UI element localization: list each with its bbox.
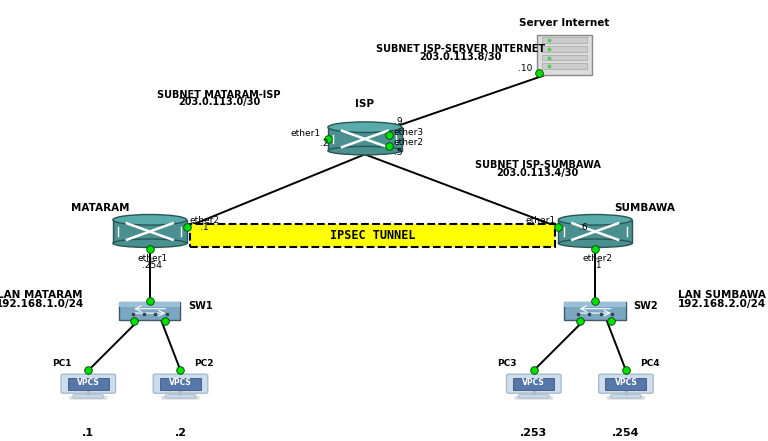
- Text: SW1: SW1: [188, 302, 213, 311]
- Text: .2: .2: [174, 428, 187, 438]
- Text: SUMBAWA: SUMBAWA: [614, 203, 676, 213]
- FancyBboxPatch shape: [605, 378, 647, 390]
- FancyBboxPatch shape: [518, 395, 549, 398]
- Ellipse shape: [113, 214, 187, 225]
- Text: ether3: ether3: [394, 128, 424, 137]
- Text: .10: .10: [518, 64, 532, 73]
- FancyBboxPatch shape: [542, 46, 587, 52]
- Text: ether1: ether1: [290, 129, 320, 138]
- Text: VPCS: VPCS: [522, 378, 545, 387]
- Text: ether1: ether1: [525, 216, 555, 225]
- FancyBboxPatch shape: [153, 374, 207, 393]
- Text: VPCS: VPCS: [77, 378, 100, 387]
- FancyBboxPatch shape: [564, 302, 626, 320]
- FancyBboxPatch shape: [165, 395, 196, 398]
- Text: ether2: ether2: [190, 216, 220, 225]
- Text: .1: .1: [200, 224, 208, 232]
- FancyBboxPatch shape: [558, 220, 632, 243]
- Text: PC2: PC2: [194, 359, 214, 368]
- FancyBboxPatch shape: [513, 378, 554, 390]
- Text: 192.168.2.0/24: 192.168.2.0/24: [678, 299, 766, 309]
- Text: 192.168.1.0/24: 192.168.1.0/24: [0, 299, 84, 309]
- FancyBboxPatch shape: [564, 302, 626, 307]
- FancyBboxPatch shape: [113, 220, 187, 243]
- Text: VPCS: VPCS: [169, 378, 192, 387]
- Ellipse shape: [113, 239, 187, 247]
- FancyBboxPatch shape: [119, 302, 180, 320]
- FancyBboxPatch shape: [507, 374, 561, 393]
- FancyBboxPatch shape: [69, 396, 108, 400]
- FancyBboxPatch shape: [328, 127, 402, 151]
- FancyBboxPatch shape: [537, 35, 592, 75]
- Text: 203.0.113.0/30: 203.0.113.0/30: [177, 97, 260, 107]
- Ellipse shape: [558, 214, 632, 225]
- Text: .6: .6: [579, 224, 588, 232]
- Text: PC4: PC4: [640, 359, 660, 368]
- FancyBboxPatch shape: [161, 396, 200, 400]
- Text: ISP: ISP: [356, 99, 374, 109]
- FancyBboxPatch shape: [190, 224, 555, 247]
- Text: PC1: PC1: [52, 359, 71, 368]
- Text: SUBNET ISP-SUMBAWA: SUBNET ISP-SUMBAWA: [475, 161, 601, 170]
- Text: IPSEC TUNNEL: IPSEC TUNNEL: [329, 228, 415, 242]
- FancyBboxPatch shape: [598, 374, 653, 393]
- Text: 203.0.113.8/30: 203.0.113.8/30: [419, 52, 502, 62]
- Text: SUBNET ISP-SERVER INTERNET: SUBNET ISP-SERVER INTERNET: [376, 45, 545, 54]
- Text: .253: .253: [520, 428, 548, 438]
- FancyBboxPatch shape: [542, 64, 587, 69]
- Text: LAN MATARAM: LAN MATARAM: [0, 291, 83, 300]
- Text: VPCS: VPCS: [614, 378, 637, 387]
- Ellipse shape: [558, 239, 632, 247]
- FancyBboxPatch shape: [611, 395, 641, 398]
- FancyBboxPatch shape: [515, 396, 553, 400]
- FancyBboxPatch shape: [542, 37, 587, 43]
- Ellipse shape: [328, 146, 402, 155]
- Text: .254: .254: [142, 261, 162, 269]
- FancyBboxPatch shape: [607, 396, 645, 400]
- FancyBboxPatch shape: [61, 374, 116, 393]
- FancyBboxPatch shape: [160, 378, 201, 390]
- Text: 203.0.113.4/30: 203.0.113.4/30: [496, 168, 579, 178]
- Text: SW2: SW2: [634, 302, 658, 311]
- Text: .5: .5: [394, 148, 402, 157]
- Text: ether2: ether2: [582, 254, 613, 263]
- Text: PC3: PC3: [498, 359, 517, 368]
- FancyBboxPatch shape: [68, 378, 109, 390]
- FancyBboxPatch shape: [73, 395, 104, 398]
- Text: LAN SUMBAWA: LAN SUMBAWA: [678, 291, 766, 300]
- Ellipse shape: [328, 122, 402, 132]
- Text: Server Internet: Server Internet: [519, 18, 610, 28]
- Text: .254: .254: [612, 428, 640, 438]
- Text: ether1: ether1: [137, 254, 167, 263]
- Text: .1: .1: [82, 428, 94, 438]
- Text: ether2: ether2: [394, 138, 424, 147]
- Text: .9: .9: [394, 117, 402, 126]
- Text: .1: .1: [593, 261, 602, 269]
- Text: MATARAM: MATARAM: [71, 203, 129, 213]
- Text: .2: .2: [320, 139, 329, 148]
- Text: SUBNET MATARAM-ISP: SUBNET MATARAM-ISP: [157, 90, 280, 100]
- FancyBboxPatch shape: [542, 55, 587, 60]
- FancyBboxPatch shape: [119, 302, 180, 307]
